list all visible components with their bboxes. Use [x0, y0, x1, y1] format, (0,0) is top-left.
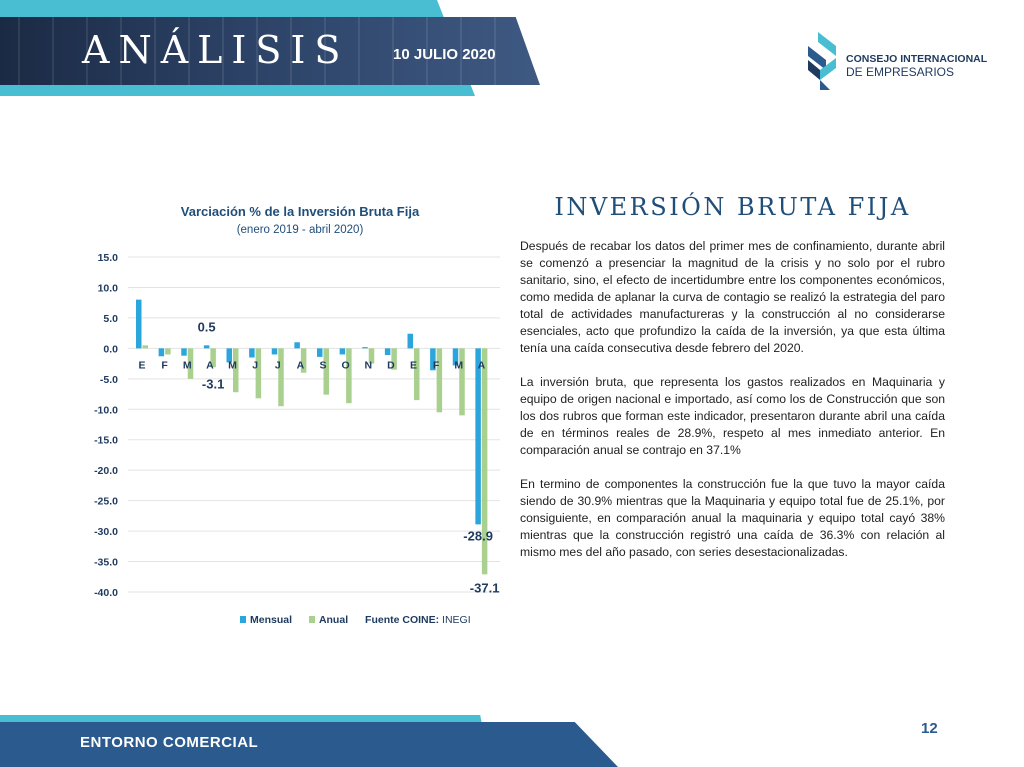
- bar-anual: [391, 348, 397, 370]
- x-category-label: D: [387, 359, 395, 371]
- logo-line2: DE EMPRESARIOS: [846, 65, 955, 79]
- paragraph-3: En termino de componentes la construcció…: [520, 477, 945, 559]
- y-tick-label: 0.0: [103, 343, 118, 355]
- x-category-label: J: [252, 359, 258, 371]
- bar-mensual: [136, 299, 142, 349]
- chart-legend: Mensual Anual Fuente COINE: INEGI: [240, 614, 471, 626]
- page-title: ANÁLISIS: [82, 28, 350, 72]
- x-category-label: S: [319, 359, 326, 371]
- bar-anual: [368, 348, 375, 364]
- bar-anual: [323, 348, 329, 395]
- bar-mensual: [430, 348, 436, 371]
- bar-anual: [255, 348, 262, 399]
- bar-mensual: [384, 348, 391, 356]
- section-body: Después de recabar los datos del primer …: [520, 238, 945, 578]
- y-tick-label: -35.0: [94, 557, 118, 569]
- y-tick-label: -10.0: [94, 404, 118, 416]
- bar-mensual: [452, 348, 459, 366]
- bar-mensual: [475, 348, 481, 525]
- paragraph-2: La inversión bruta, que representa los g…: [520, 375, 945, 457]
- source-label: Fuente COINE:: [365, 614, 440, 626]
- bar-anual: [346, 348, 352, 404]
- bar-mensual: [294, 342, 300, 349]
- x-category-label: J: [275, 359, 281, 371]
- legend-item-mensual: Mensual: [240, 614, 292, 626]
- x-category-label: E: [138, 359, 145, 371]
- bar-mensual: [181, 348, 187, 356]
- bar-mensual: [407, 333, 413, 349]
- bar-anual: [165, 348, 171, 355]
- y-tick-label: 5.0: [103, 313, 118, 325]
- page-number: 12: [921, 720, 938, 737]
- y-tick-label: -25.0: [94, 496, 118, 508]
- x-category-label: F: [433, 359, 440, 371]
- y-tick-label: 10.0: [98, 282, 119, 294]
- bar-mensual: [339, 348, 346, 355]
- x-category-label: A: [297, 359, 305, 371]
- bar-anual: [233, 348, 239, 393]
- bar-anual: [210, 348, 216, 368]
- chart-plot: 15.0 10.0 5.0 0.0 -5.0 -10.0 -15.0 -20.0 -25.0 -3…: [94, 252, 500, 599]
- bar-mensual: [158, 348, 165, 357]
- footer-banner: [0, 722, 618, 767]
- data-label: -37.1: [470, 580, 500, 595]
- y-tick-label: -30.0: [94, 526, 118, 538]
- x-category-label: M: [454, 359, 463, 371]
- bar-anual: [142, 345, 148, 349]
- x-category-label: O: [342, 359, 350, 371]
- bar-mensual: [271, 348, 278, 355]
- bar-anual: [436, 348, 443, 413]
- header-city-skyline: [0, 17, 520, 85]
- logo-line1: CONSEJO INTERNACIONAL: [846, 53, 988, 65]
- y-tick-label: -20.0: [94, 465, 118, 477]
- chart-title: Varciación % de la Inversión Bruta Fija: [180, 204, 420, 219]
- bar-mensual: [317, 348, 323, 357]
- y-tick-label: -15.0: [94, 435, 118, 447]
- section-title: INVERSIÓN BRUTA FIJA: [554, 193, 911, 221]
- investment-chart: 15.0 10.0 5.0 0.0 -5.0 -10.0 -15.0 -20.0 -25.0 -3…: [80, 200, 520, 640]
- coine-logo-icon: [808, 32, 836, 90]
- data-label: -3.1: [202, 376, 224, 391]
- bar-anual: [278, 348, 284, 407]
- bar-mensual: [203, 345, 210, 349]
- legend-label-anual: Anual: [318, 614, 349, 626]
- legend-swatch-mensual: [240, 616, 246, 623]
- x-category-label: N: [364, 359, 372, 371]
- report-date: 10 JULIO 2020: [393, 46, 496, 63]
- source-value: INEGI: [442, 614, 471, 626]
- x-category-label: A: [206, 359, 214, 371]
- y-tick-label: 15.0: [98, 252, 119, 264]
- bar-anual: [187, 348, 194, 379]
- data-label: -28.9: [463, 528, 493, 543]
- chart-subtitle: (enero 2019 - abril 2020): [236, 224, 364, 236]
- y-tick-label: -5.0: [100, 374, 118, 386]
- x-category-label: A: [478, 359, 486, 371]
- bar-anual: [459, 348, 465, 416]
- paragraph-1: Después de recabar los datos del primer …: [520, 239, 945, 355]
- legend-swatch-anual: [308, 616, 315, 623]
- bar-anual: [300, 348, 307, 373]
- x-category-label: E: [410, 359, 417, 371]
- y-tick-label: -40.0: [94, 587, 118, 599]
- bar-anual: [414, 348, 420, 401]
- bar-mensual: [226, 348, 232, 363]
- bar-mensual: [362, 347, 368, 349]
- footer-label: ENTORNO COMERCIAL: [80, 734, 259, 751]
- header-banner: [0, 17, 540, 85]
- bar-mensual: [249, 348, 255, 358]
- legend-item-anual: Anual: [308, 614, 349, 626]
- x-category-label: M: [228, 359, 237, 371]
- data-label: 0.5: [198, 319, 216, 334]
- chart-source: Fuente COINE: INEGI: [365, 614, 471, 626]
- x-category-label: M: [183, 359, 192, 371]
- x-category-label: F: [161, 359, 168, 371]
- bar-anual: [481, 348, 488, 575]
- legend-label-mensual: Mensual: [250, 614, 293, 626]
